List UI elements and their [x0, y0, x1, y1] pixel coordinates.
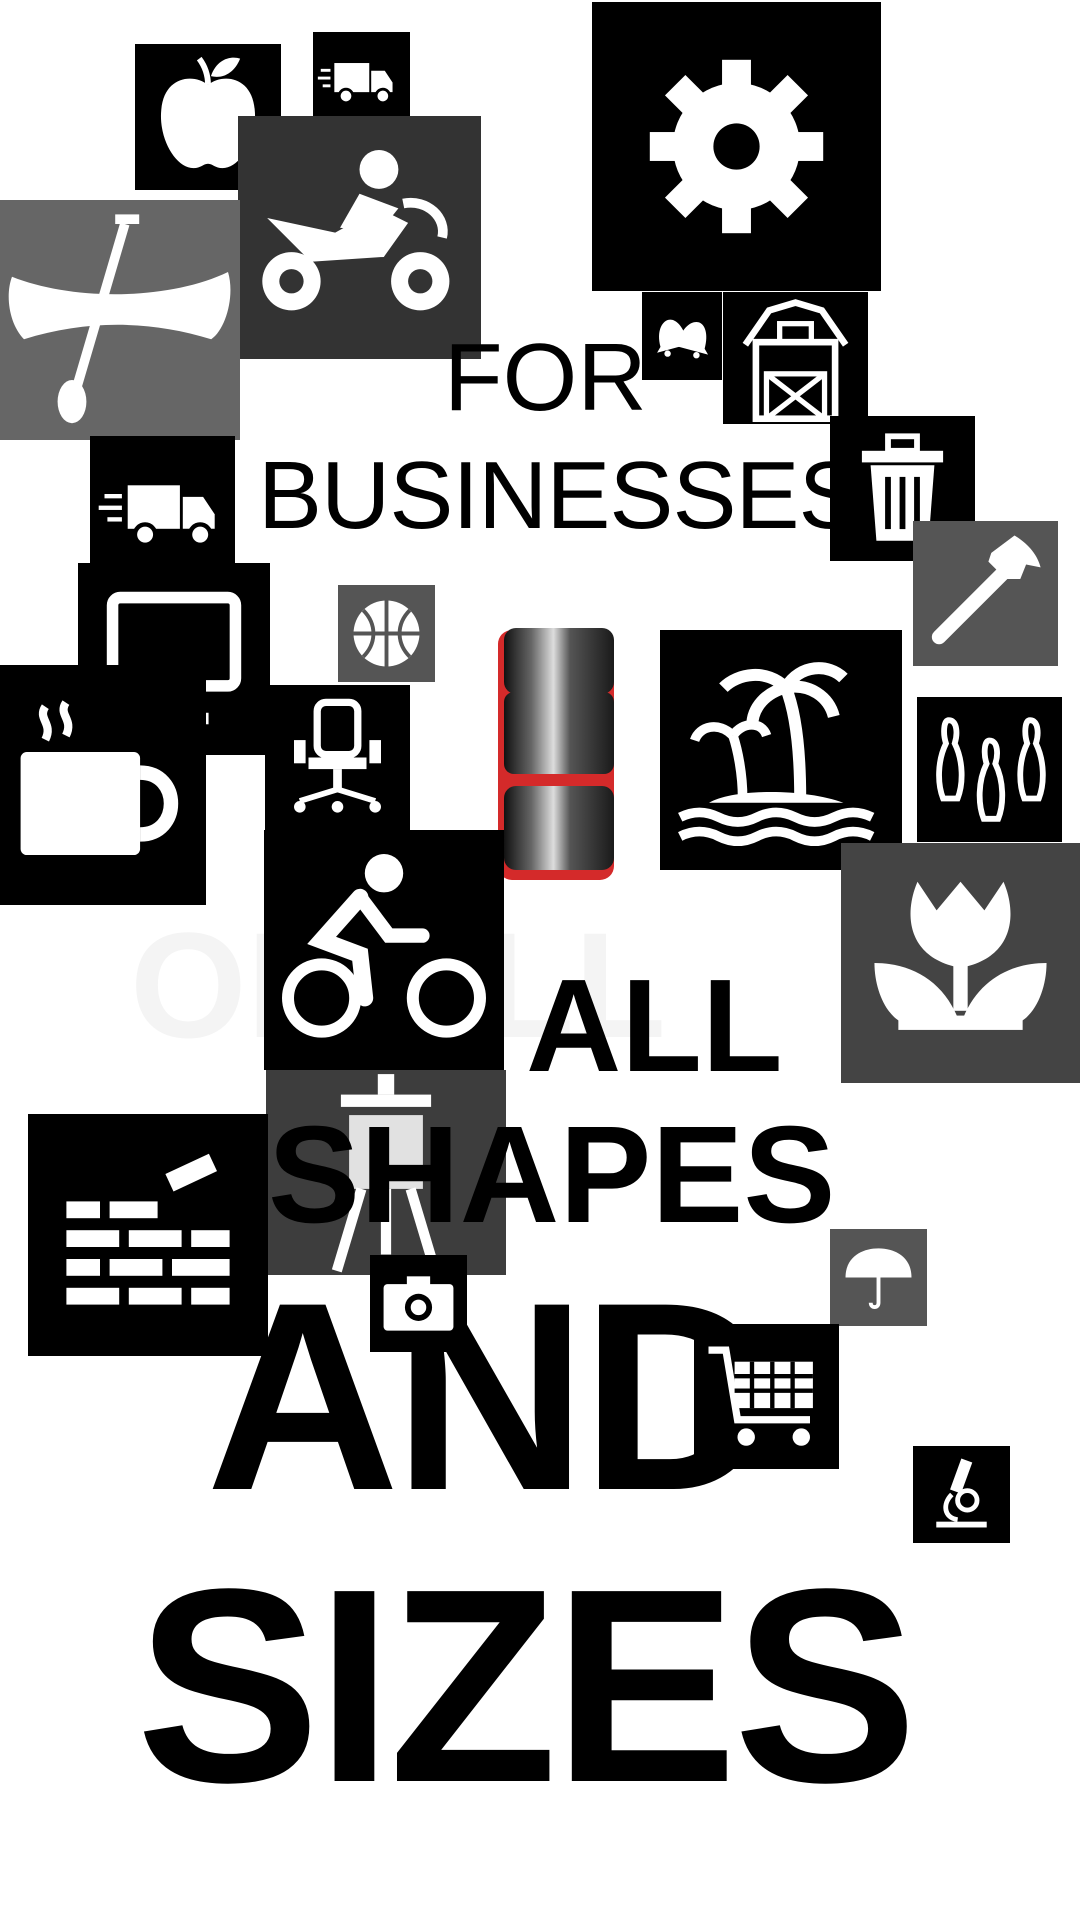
palm-island-icon [678, 662, 875, 846]
hammer-tile [913, 521, 1058, 666]
cart-tile [694, 1324, 839, 1469]
barn-tile [723, 292, 868, 424]
truck-tile-mid [90, 436, 235, 581]
cyclist-tile [264, 830, 504, 1070]
trash-can-icon [861, 433, 944, 541]
toggle-switch-graphic [498, 628, 614, 880]
umbrella-icon [845, 1248, 912, 1309]
camera-tile [370, 1255, 467, 1352]
bells-tile [642, 292, 722, 380]
easel-tile [266, 1070, 506, 1275]
microscope-tile [913, 1446, 1010, 1543]
apple-icon [160, 56, 256, 169]
truck-tile-top [313, 32, 410, 129]
brick-tile [28, 1114, 268, 1356]
canoe-icon [8, 214, 231, 424]
shopping-cart-icon [708, 1346, 813, 1446]
cyclist-icon [282, 854, 486, 1038]
headline-and: AND [206, 1246, 775, 1546]
canoe-tile [0, 200, 240, 440]
gear-icon [649, 59, 824, 234]
bowling-tile [917, 697, 1062, 842]
coffee-tile [0, 665, 206, 905]
delivery-truck-icon [317, 63, 393, 105]
brick-wall-icon [66, 1153, 230, 1305]
gear-tile [592, 2, 881, 291]
headline-all: ALL [526, 952, 783, 1099]
delivery-truck-icon [98, 485, 215, 547]
barn-icon [742, 299, 849, 423]
headline-businesses: BUSINESSES [258, 442, 863, 549]
umbrella-tile [830, 1229, 927, 1326]
bells-icon [657, 319, 709, 359]
basketball-tile [338, 585, 435, 682]
tulip-icon [874, 881, 1047, 1030]
island-tile [660, 630, 902, 870]
coffee-mug-icon [20, 700, 179, 856]
basketball-icon [353, 600, 420, 667]
tulip-tile [841, 843, 1080, 1083]
headline-shapes: SHAPES [268, 1098, 836, 1252]
bowling-pins-icon [936, 717, 1046, 822]
office-chair-icon [294, 698, 381, 813]
headline-sizes: SIZES [136, 1532, 918, 1840]
headline-for: FOR [444, 324, 647, 431]
chair-tile [265, 685, 410, 830]
camera-icon [383, 1276, 454, 1331]
microscope-icon [936, 1458, 987, 1528]
toggle-switch[interactable] [494, 626, 620, 888]
motorcycle-icon [262, 150, 450, 311]
motorcycle-tile [238, 116, 481, 359]
hammer-icon [931, 535, 1041, 645]
